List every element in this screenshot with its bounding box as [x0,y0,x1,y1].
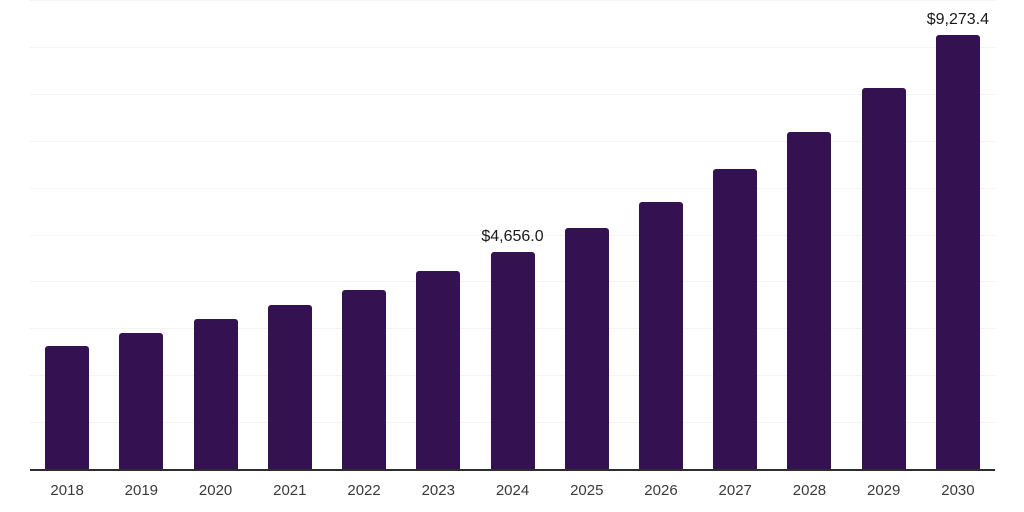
value-label-2030: $9,273.4 [926,11,990,29]
bar-2030 [935,35,980,470]
gridline [30,93,995,95]
gridline [30,234,995,236]
x-tick-label-2018: 2018 [50,482,84,499]
bar-2026 [638,201,683,470]
bar-2021 [267,304,312,470]
x-tick-label-2029: 2029 [867,482,901,499]
x-axis-labels: 2018 2019 2020 2021 2022 2023 2024 2025 2026 2027… [30,482,995,502]
bar-2027 [713,169,758,470]
bar-2024 [490,251,535,470]
x-tick-label-2023: 2023 [421,482,455,499]
bar-2028 [787,131,832,470]
value-label-2024: $4,656.0 [481,227,544,245]
x-tick-label-2022: 2022 [347,482,381,499]
x-tick-label-2027: 2027 [718,482,752,499]
x-tick-label-2019: 2019 [124,482,159,499]
bar-2019 [119,332,164,470]
bar-2018 [45,345,90,470]
bar-2029 [861,88,906,470]
x-tick-label-2020: 2020 [198,482,233,499]
x-tick-label-2021: 2021 [273,482,307,499]
x-tick-label-2028: 2028 [792,482,827,499]
gridline [30,46,995,48]
bar-2020 [193,319,238,470]
x-tick-label-2024: 2024 [495,482,530,499]
bar-2023 [416,271,461,470]
plot-area: $4,656.0 $9,273.4 [30,0,995,471]
x-tick-label-2026: 2026 [644,482,678,499]
x-axis-line [30,469,995,471]
x-tick-label-2030: 2030 [941,482,975,499]
bar-2022 [342,289,387,470]
x-tick-label-2025: 2025 [570,482,604,499]
bar-2025 [564,228,609,470]
gridline [30,0,995,1]
gridline [30,140,995,142]
gridline [30,187,995,189]
